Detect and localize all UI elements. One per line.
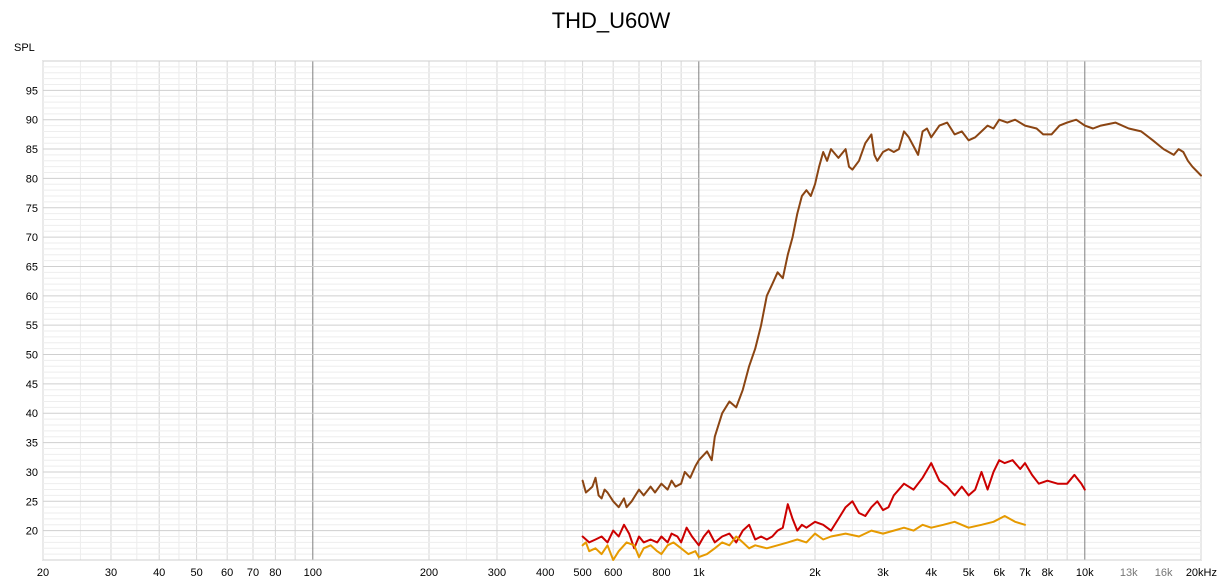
- x-tick-label: 100: [304, 567, 322, 579]
- x-tick-label: 2k: [809, 567, 821, 579]
- y-tick-label: 55: [26, 320, 38, 332]
- x-tick-label: 50: [190, 567, 202, 579]
- series-line-2: [581, 459, 1086, 550]
- x-tick-label: 60: [221, 567, 233, 579]
- x-tick-label: 7k: [1019, 567, 1031, 579]
- y-axis-label: SPL: [14, 42, 35, 54]
- y-tick-label: 65: [26, 261, 38, 273]
- x-tick-label: 10k: [1076, 567, 1094, 579]
- y-tick-label: 85: [26, 144, 38, 156]
- x-tick-label: 70: [247, 567, 259, 579]
- x-tick-label: 5k: [963, 567, 975, 579]
- series-line-1: [581, 118, 1202, 509]
- x-tick-label: 30: [105, 567, 117, 579]
- y-tick-label: 60: [26, 291, 38, 303]
- x-tick-label: 800: [652, 567, 670, 579]
- series-line-3: [581, 515, 1026, 561]
- y-tick-label: 30: [26, 467, 38, 479]
- y-tick-label: 80: [26, 173, 38, 185]
- x-tick-label: 6k: [993, 567, 1005, 579]
- x-tick-label: 20: [37, 567, 49, 579]
- x-tick-label: 80: [269, 567, 281, 579]
- minor-grid: [42, 61, 1202, 560]
- x-tick-label: 1k: [693, 567, 705, 579]
- x-ticks: 20 30 40 50 60 70 80 100 200 300 400 500 600 800 1k 2k 3…: [37, 567, 1217, 579]
- x-tick-label: 600: [604, 567, 622, 579]
- chart-title: THD_U60W: [551, 8, 671, 33]
- y-tick-label: 45: [26, 379, 38, 391]
- y-tick-label: 90: [26, 115, 38, 127]
- y-tick-label: 40: [26, 408, 38, 420]
- x-tick-label: 16k: [1155, 567, 1173, 579]
- y-tick-label: 25: [26, 496, 38, 508]
- major-grid: [43, 60, 1201, 561]
- y-tick-label: 95: [26, 85, 38, 97]
- y-ticks: 20 25 30 35 40 45 50 55 60 65 70 75 80 85 90 95: [26, 85, 38, 537]
- x-tick-label: 40: [153, 567, 165, 579]
- plot-area: [42, 60, 1202, 561]
- x-tick-label: 500: [573, 567, 591, 579]
- x-tick-label: 3k: [877, 567, 889, 579]
- x-tick-label: 8k: [1042, 567, 1054, 579]
- y-tick-label: 20: [26, 526, 38, 538]
- x-tick-label: 13k: [1120, 567, 1138, 579]
- x-tick-label: 400: [536, 567, 554, 579]
- x-tick-label: 200: [420, 567, 438, 579]
- x-tick-label: 300: [488, 567, 506, 579]
- x-tick-label: 20kHz: [1186, 567, 1217, 579]
- x-tick-label: 4k: [925, 567, 937, 579]
- series-layer: [581, 118, 1202, 561]
- y-tick-label: 50: [26, 350, 38, 362]
- y-tick-label: 70: [26, 232, 38, 244]
- y-tick-label: 75: [26, 203, 38, 215]
- y-tick-label: 35: [26, 438, 38, 450]
